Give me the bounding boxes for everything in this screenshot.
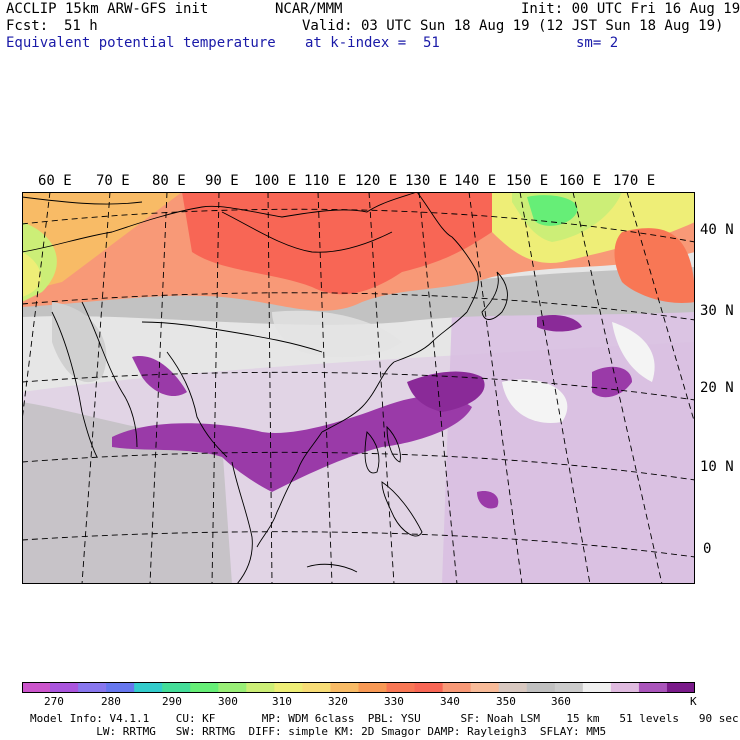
lon-label: 170 E (613, 173, 656, 189)
colorbar-tick: 310 (272, 695, 292, 708)
colorbar-unit: K (690, 695, 697, 708)
convection-zone-north-pacific (537, 315, 582, 332)
lon-label: 70 E (96, 173, 130, 189)
convection-zone-philippine-sea (407, 371, 485, 412)
convection-zone-south-china-sea (112, 395, 472, 492)
warm-band-core (182, 192, 492, 295)
warm-band-west (22, 192, 182, 292)
colorbar-swatch (78, 682, 107, 693)
lat-label: 40 N (700, 222, 734, 238)
coastlines (22, 192, 508, 584)
convection-zone-east-pacific (592, 366, 632, 398)
india-grey-patch (52, 302, 107, 383)
colorbar-tick: 270 (44, 695, 64, 708)
colorbar-tick: 350 (496, 695, 516, 708)
colorbar-swatch (414, 682, 444, 693)
lon-label: 140 E (454, 173, 497, 189)
valid-time: Valid: 03 UTC Sun 18 Aug 19 (12 JST Sun … (302, 18, 724, 34)
colorbar-swatch (554, 682, 584, 693)
lon-label: 100 E (254, 173, 297, 189)
lon-label: 160 E (559, 173, 602, 189)
lon-label: 90 E (205, 173, 239, 189)
colorbar-swatch (302, 682, 331, 693)
model-info-line-2: LW: RRTMG SW: RRTMG DIFF: simple KM: 2D … (30, 725, 607, 738)
colorbar-tick: 330 (384, 695, 404, 708)
colorbar-swatch (358, 682, 388, 693)
smoothing-label: sm= 2 (576, 35, 619, 51)
colorbar-swatch (218, 682, 247, 693)
land-grey-patch (272, 310, 402, 358)
colorbar-tick: 300 (218, 695, 238, 708)
forecast-hours: 51 h (64, 18, 98, 34)
colorbar-swatch (274, 682, 303, 693)
cool-patch-north-3 (527, 195, 578, 226)
colorbar-tick: 320 (328, 695, 348, 708)
lon-label: 80 E (152, 173, 186, 189)
convection-zone-bay-of-bengal (132, 356, 187, 397)
pacific-field (442, 307, 695, 584)
convection-zone-small (477, 491, 499, 509)
lon-label: 130 E (405, 173, 448, 189)
colorbar-tick: 290 (162, 695, 182, 708)
colorbar-swatch (638, 682, 668, 693)
lat-label: 10 N (700, 459, 734, 475)
colorbar-swatch (610, 682, 640, 693)
level-label: at k-index = 51 (305, 35, 440, 51)
colorbar-frame (22, 682, 695, 693)
forecast-label: Fcst: (6, 18, 49, 34)
cool-patch-west-2 (22, 252, 41, 297)
colorbar-swatch (106, 682, 135, 693)
colorbar-swatch (498, 682, 528, 693)
colorbar-swatch (442, 682, 472, 693)
ocean-light-patch (502, 379, 568, 423)
colorbar-swatch (526, 682, 556, 693)
warm-patch-east (614, 228, 695, 303)
colorbar-swatch (50, 682, 79, 693)
colorbar-swatch (246, 682, 275, 693)
colorbar-swatch (134, 682, 163, 693)
model-title: ACCLIP 15km ARW-GFS init (6, 1, 209, 17)
init-time: Init: 00 UTC Fri 16 Aug 19 (521, 1, 740, 17)
ocean-light-patch-2 (612, 322, 655, 382)
colorbar-swatch (386, 682, 416, 693)
colorbar-swatch (190, 682, 219, 693)
colorbar-tick: 360 (551, 695, 571, 708)
colorbar-swatch (666, 682, 695, 693)
graticule (22, 192, 695, 584)
lon-label: 110 E (304, 173, 347, 189)
lon-label: 60 E (38, 173, 72, 189)
theta-e-map (22, 192, 695, 584)
lat-label: 30 N (700, 303, 734, 319)
lat-label: 0 (703, 541, 712, 557)
colorbar-tick: 280 (101, 695, 121, 708)
colorbar-swatch (582, 682, 612, 693)
lon-label: 150 E (506, 173, 549, 189)
colorbar-swatch (162, 682, 191, 693)
colorbar (22, 682, 695, 693)
field-name: Equivalent potential temperature (6, 35, 276, 51)
model-info-line-1: Model Info: V4.1.1 CU: KF MP: WDM 6class… (30, 712, 739, 725)
colorbar-tick: 340 (440, 695, 460, 708)
lon-label: 120 E (355, 173, 398, 189)
org-label: NCAR/MMM (275, 1, 343, 17)
lat-label: 20 N (700, 380, 734, 396)
colorbar-swatch (330, 682, 359, 693)
colorbar-swatch (22, 682, 51, 693)
colorbar-swatch (470, 682, 500, 693)
map-frame (22, 192, 695, 584)
